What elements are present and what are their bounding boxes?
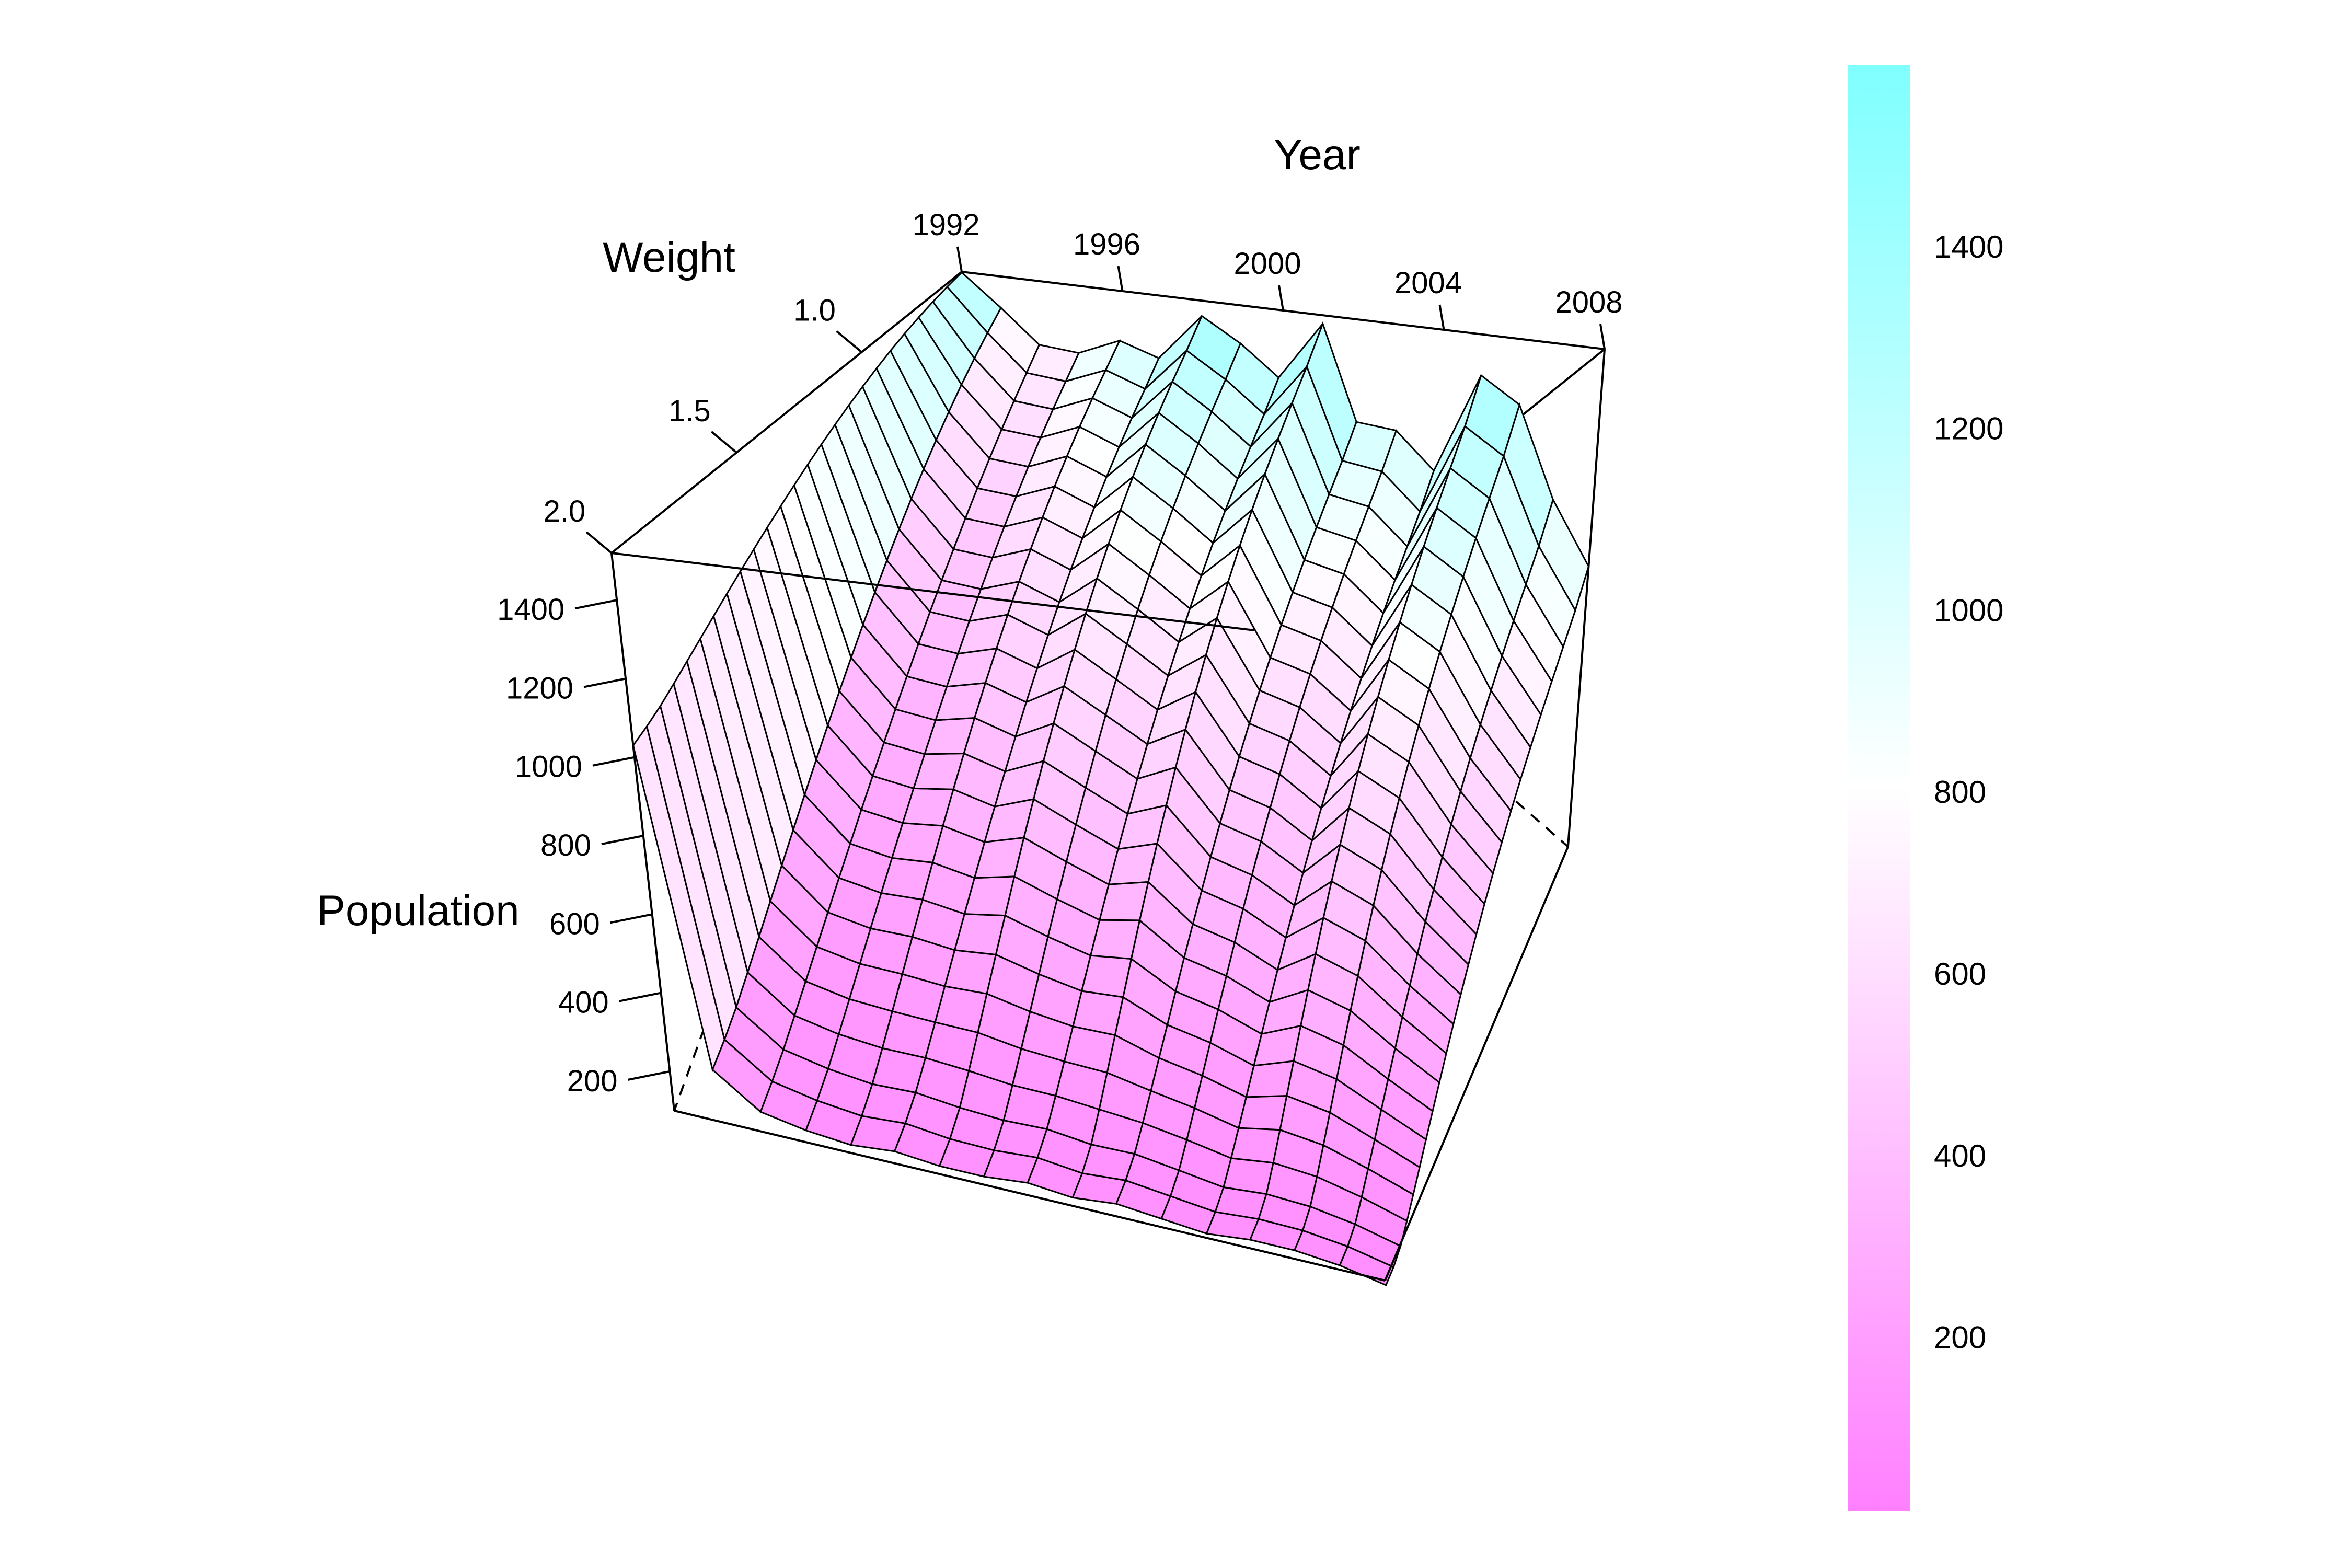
- colorbar: 200 400 600 800 1000 1200 1400: [1848, 65, 2003, 1511]
- box-edge-front: [611, 552, 1255, 631]
- z-tick-mark: [628, 1070, 670, 1081]
- x-tick-mark: [1438, 304, 1445, 330]
- colorbar-tick-label: 1200: [1934, 411, 2003, 446]
- x-tick-mark: [1117, 266, 1124, 292]
- x-tick-label: 2008: [1555, 285, 1622, 319]
- surface-mesh: [632, 271, 1590, 1286]
- z-tick-label: 600: [549, 907, 600, 941]
- z-tick-mark: [592, 756, 635, 767]
- z-tick-mark: [574, 599, 617, 610]
- z-tick-mark: [583, 677, 626, 688]
- surface-facet: [1072, 990, 1124, 1036]
- z-tick-label: 1000: [515, 750, 582, 784]
- z-tick-label: 1400: [497, 593, 564, 627]
- y-tick-mark: [585, 531, 613, 554]
- x-tick-label: 1992: [912, 208, 979, 242]
- y-tick-label: 1.5: [668, 394, 711, 428]
- x-tick-mark: [1278, 285, 1284, 311]
- colorbar-tick-label: 800: [1934, 775, 1986, 810]
- colorbar-tick-label: 1400: [1934, 229, 2003, 264]
- x-tick-mark: [1599, 324, 1606, 350]
- box-edge-back: [610, 271, 963, 554]
- box-edge-front: [610, 552, 675, 1111]
- colorbar-tick-label: 200: [1934, 1320, 1986, 1355]
- z-tick-label: 400: [558, 986, 609, 1020]
- x-tick-label: 1996: [1073, 227, 1140, 261]
- y-tick-label: 1.0: [793, 294, 836, 328]
- x-tick-label: 2000: [1233, 247, 1301, 281]
- colorbar-tick-label: 600: [1934, 956, 1986, 991]
- colorbar-tick-label: 1000: [1934, 593, 2003, 628]
- box-edge-front: [674, 1110, 1386, 1282]
- colorbar-tick-label: 400: [1934, 1138, 1986, 1173]
- y-axis-title: Weight: [603, 234, 735, 281]
- z-tick-mark: [601, 835, 644, 845]
- x-tick-mark: [956, 246, 963, 272]
- z-tick-label: 200: [567, 1064, 618, 1098]
- surface-facet: [1238, 1094, 1288, 1131]
- z-axis-title: Population: [317, 887, 520, 935]
- box-edge-front: [1384, 846, 1569, 1281]
- surface-facet: [1230, 1127, 1281, 1164]
- z-tick-mark: [610, 913, 653, 924]
- z-tick-label: 800: [540, 828, 591, 862]
- x-axis-title: Year: [1274, 131, 1361, 179]
- box-front-edges: [610, 552, 1569, 1282]
- surface-facet: [1538, 498, 1590, 613]
- colorbar-gradient: [1848, 65, 1910, 1511]
- surface-facet: [1223, 1157, 1274, 1195]
- y-tick-label: 2.0: [544, 494, 586, 528]
- axes: 1992 1996 2000 2004 2008 1.0 1.5 2.0 200 400 600 80…: [497, 208, 1622, 1098]
- y-tick-mark: [711, 431, 737, 454]
- z-tick-label: 1200: [506, 671, 573, 705]
- z-tick-mark: [619, 991, 662, 1002]
- y-tick-mark: [836, 330, 862, 353]
- box-edge-back: [1567, 349, 1606, 847]
- x-tick-label: 2004: [1394, 266, 1462, 300]
